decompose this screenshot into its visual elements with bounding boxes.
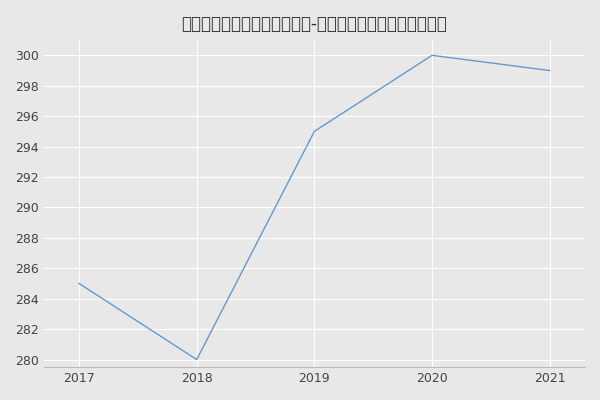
Title: 合肥工业大学科学技术哲学（-历年复试）研究生录取分数线: 合肥工业大学科学技术哲学（-历年复试）研究生录取分数线 [181, 15, 448, 33]
